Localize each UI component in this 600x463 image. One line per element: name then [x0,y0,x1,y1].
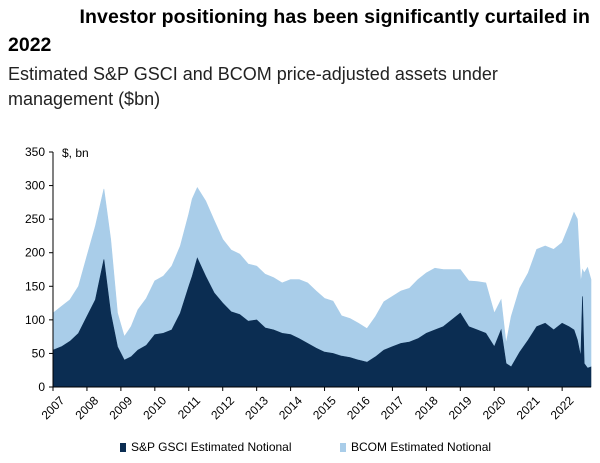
y-tick-label: 200 [25,246,45,260]
y-tick-label: 350 [25,145,45,159]
y-tick-label: 300 [25,179,45,193]
legend-swatch-bcom [340,442,346,452]
chart-subtitle: Estimated S&P GSCI and BCOM price-adjust… [8,64,498,109]
y-tick-label: 150 [25,279,45,293]
y-tick-label: 50 [32,346,46,360]
chart-title-line-1: Investor positioning has been significan… [79,6,590,28]
chart-areas [52,186,592,388]
x-tick-label: 2012 [208,393,237,422]
x-tick-label: 2018 [412,393,441,422]
x-tick-label: 2021 [514,393,543,422]
x-tick-label: 2010 [140,393,169,422]
x-tick-label: 2007 [39,393,68,422]
legend-label-gsci: S&P GSCI Estimated Notional [131,440,292,454]
x-axis: 2007 2008 2009 2010 2011 2012 2013 2014 2015 2016… [39,386,591,422]
area-bcom [52,186,592,369]
x-tick-label: 2008 [73,393,102,422]
x-tick-label: 2020 [480,393,509,422]
x-tick-label: 2009 [106,393,135,422]
legend-swatch-gsci [120,442,126,452]
x-tick-label: 2013 [242,393,271,422]
y-axis: 0 50 100 150 200 250 300 350 [25,145,54,394]
legend-item-bcom: BCOM Estimated Notional [340,440,491,454]
x-tick-label: 2011 [175,393,203,421]
y-tick-label: 250 [25,212,45,226]
x-tick-label: 2017 [378,393,407,422]
y-tick-label: 100 [25,313,45,327]
y-tick-label: 0 [38,380,45,394]
legend-label-bcom: BCOM Estimated Notional [351,440,492,454]
legend-item-gsci: S&P GSCI Estimated Notional [120,440,292,454]
x-tick-label: 2015 [310,393,339,422]
x-tick-label: 2016 [344,393,373,422]
x-tick-label: 2019 [446,393,475,422]
x-tick-label: 2022 [548,393,577,422]
x-tick-label: 2014 [276,393,305,422]
chart-title-line-2: 2022 [8,34,52,56]
y-unit-label: $, bn [62,146,89,160]
